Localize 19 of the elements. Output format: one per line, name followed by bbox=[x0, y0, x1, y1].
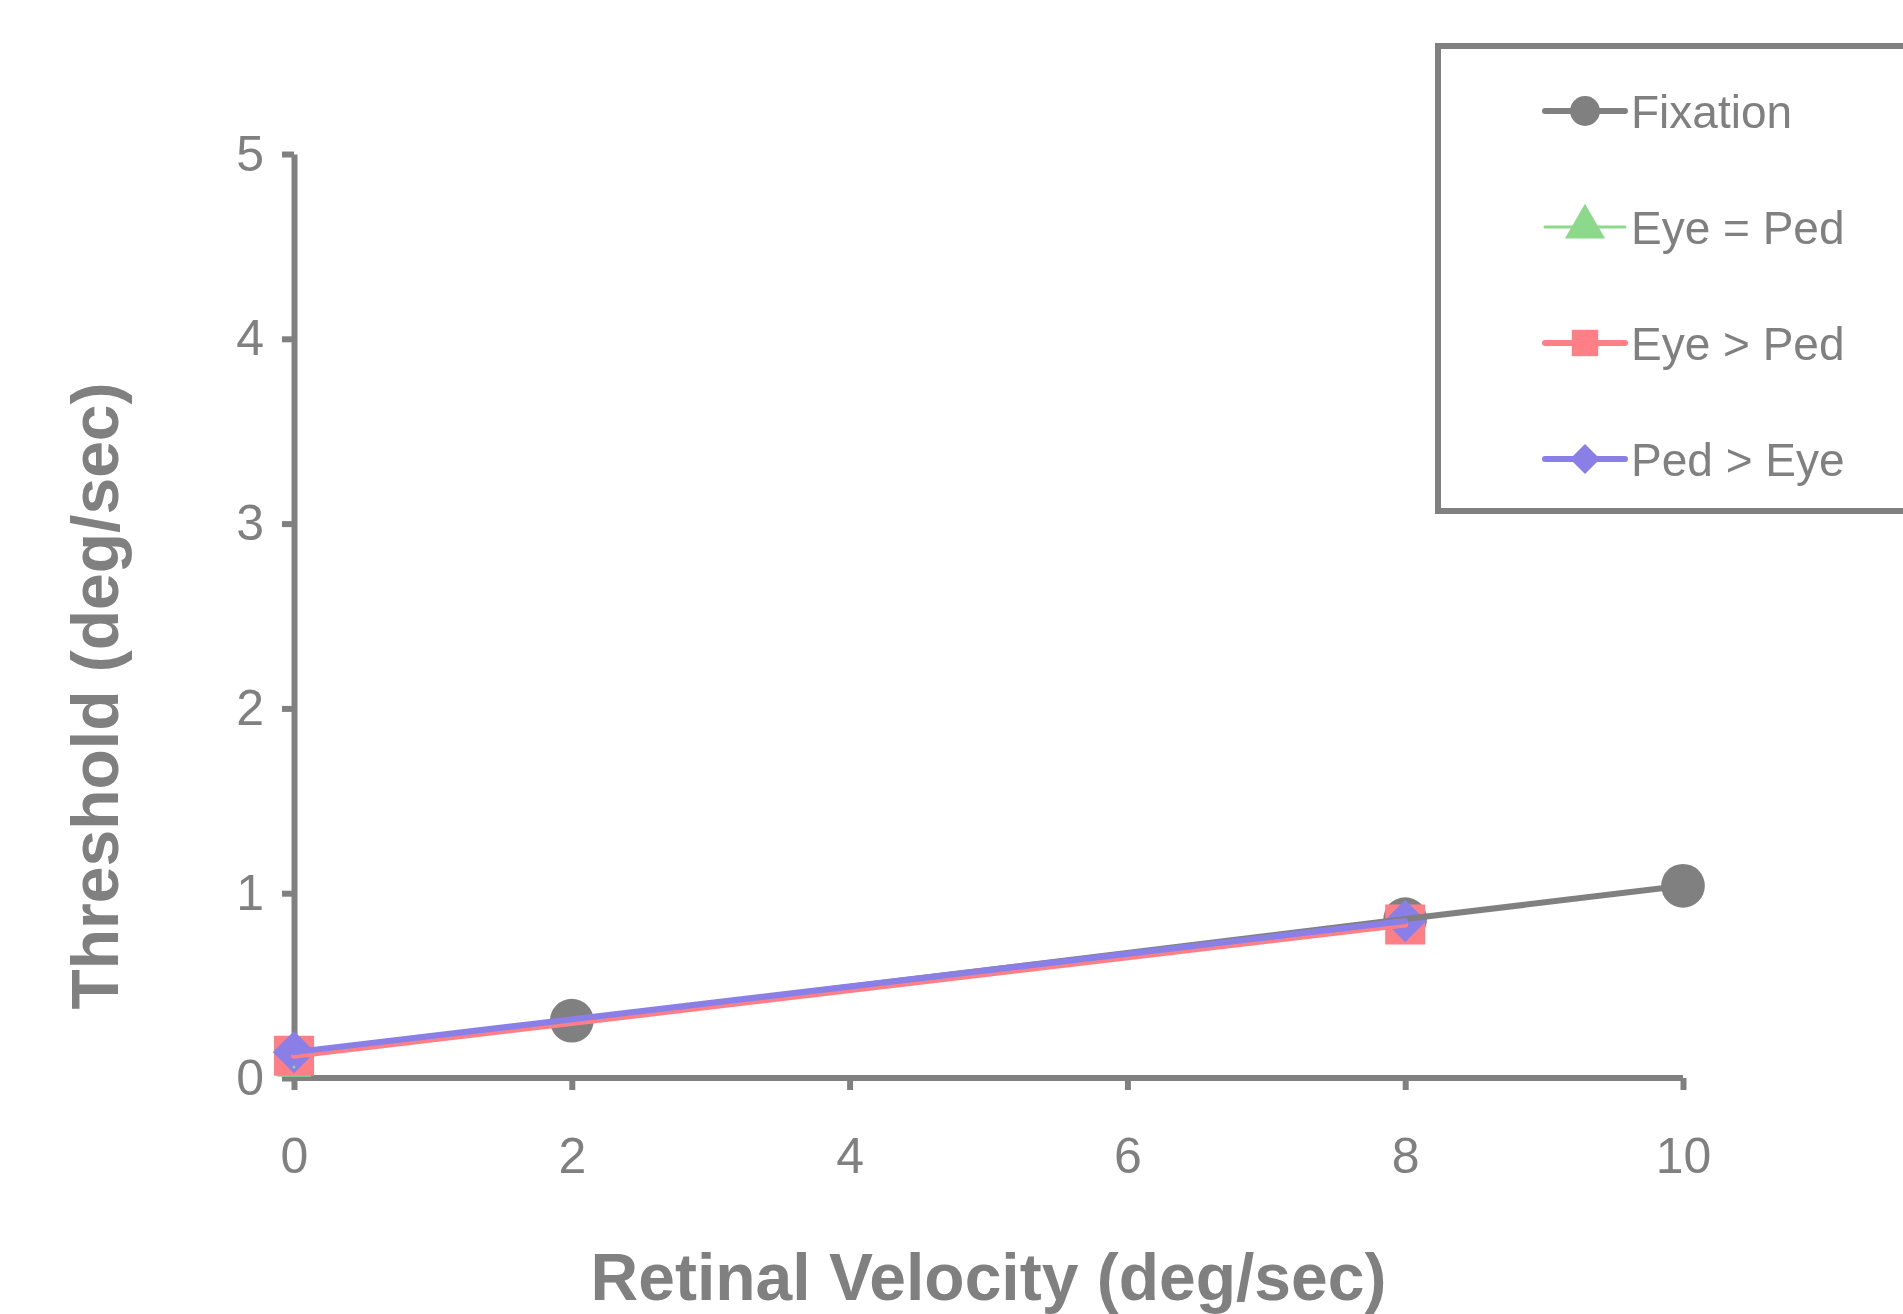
x-tick-label: 2 bbox=[558, 1128, 587, 1184]
x-axis-title: Retinal Velocity (deg/sec) bbox=[590, 1240, 1387, 1314]
legend-label: Ped > Eye bbox=[1631, 434, 1845, 486]
x-tick-label: 4 bbox=[836, 1128, 865, 1184]
point bbox=[1661, 864, 1705, 908]
y-axis-title: Threshold (deg/sec) bbox=[58, 382, 132, 1010]
legend-label: Fixation bbox=[1631, 86, 1793, 138]
y-tick-label: 3 bbox=[236, 495, 264, 552]
x-tick-label: 8 bbox=[1391, 1128, 1420, 1184]
legend-label: Eye > Ped bbox=[1631, 318, 1845, 370]
y-tick-label: 2 bbox=[236, 679, 264, 736]
y-tick-label: 4 bbox=[236, 310, 264, 367]
x-tick-label: 0 bbox=[280, 1128, 309, 1184]
legend-label: Eye = Ped bbox=[1631, 202, 1845, 254]
y-tick-label: 5 bbox=[236, 125, 264, 182]
y-tick-label: 1 bbox=[236, 864, 264, 921]
x-tick-label: 6 bbox=[1113, 1128, 1142, 1184]
y-tick-label: 0 bbox=[236, 1049, 264, 1106]
x-tick-label: 10 bbox=[1655, 1128, 1712, 1184]
